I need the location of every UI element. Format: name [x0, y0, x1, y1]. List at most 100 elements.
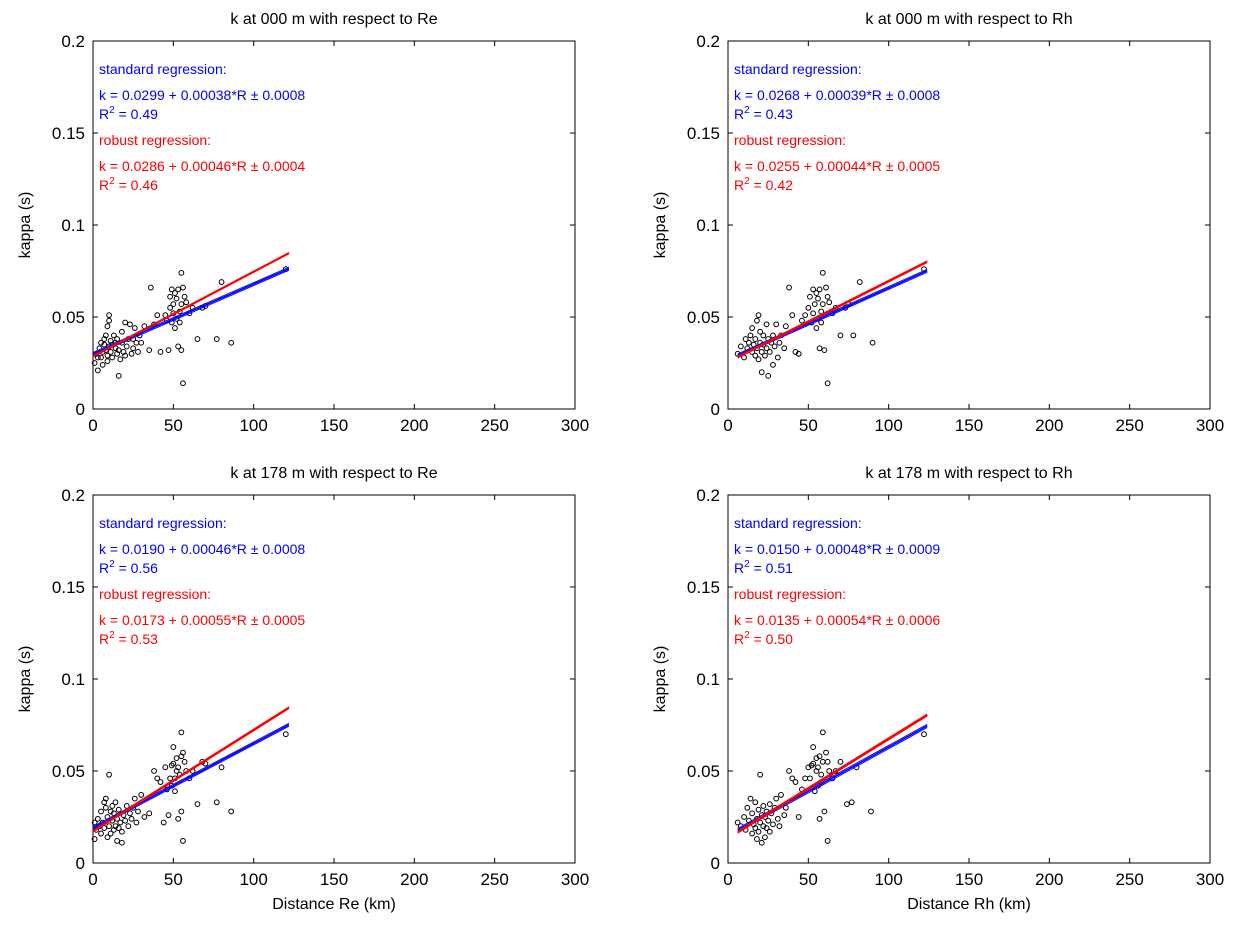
data-point	[807, 775, 813, 782]
data-point	[173, 755, 180, 762]
standard-r-squared: R2 = 0.51	[734, 559, 793, 576]
robust-regression-label: robust regression:	[734, 132, 846, 148]
data-point	[760, 332, 767, 339]
standard-regression-label: standard regression:	[734, 515, 862, 531]
data-point	[173, 295, 180, 302]
data-point	[91, 360, 98, 366]
x-tick-label: 250	[480, 416, 508, 435]
data-point	[755, 356, 762, 363]
x-tick-label: 150	[320, 870, 348, 889]
data-point	[843, 801, 850, 808]
data-point	[218, 764, 225, 771]
x-tick-label: 0	[723, 416, 732, 435]
robust-fit-line	[737, 715, 928, 834]
data-point	[138, 792, 145, 798]
x-tick-label: 100	[239, 870, 267, 889]
standard-fit-line	[737, 268, 928, 355]
data-point	[114, 838, 120, 844]
y-tick-label: 0.05	[687, 762, 720, 781]
panel-2: k at 000 m with respect to Rh kappa (s) 0 5…	[652, 11, 1224, 435]
data-point	[819, 269, 826, 276]
data-point	[815, 764, 821, 771]
data-point	[119, 828, 125, 835]
data-point	[766, 349, 773, 355]
data-point	[94, 367, 101, 374]
data-point	[754, 836, 760, 842]
data-point	[762, 352, 768, 359]
data-point	[127, 321, 133, 328]
data-point	[91, 819, 98, 826]
data-point	[868, 808, 874, 815]
data-point	[774, 815, 781, 822]
data-point	[135, 808, 141, 815]
x-tick-label: 250	[480, 870, 508, 889]
data-point	[119, 839, 125, 846]
data-point	[766, 828, 773, 835]
data-point	[856, 279, 863, 285]
data-point	[107, 349, 114, 355]
data-point	[781, 812, 788, 819]
data-point	[819, 729, 826, 736]
data-point	[752, 825, 759, 831]
x-tick-label: 50	[799, 870, 818, 889]
data-point	[98, 354, 104, 361]
data-point	[157, 349, 164, 355]
data-point	[802, 312, 809, 319]
plot-area	[727, 40, 1211, 410]
data-point	[826, 299, 833, 306]
panel-3: k at 178 m with respect to Re kappa (s) Di…	[17, 465, 589, 913]
data-point	[98, 830, 104, 837]
data-point	[106, 771, 112, 778]
data-point	[176, 319, 183, 326]
data-point	[165, 347, 172, 354]
standard-r-squared: R2 = 0.49	[99, 105, 158, 122]
standard-fit-line	[92, 269, 290, 356]
standard-r-squared: R2 = 0.56	[99, 559, 158, 576]
data-point	[131, 325, 138, 331]
data-point	[180, 749, 186, 756]
data-point	[818, 771, 825, 778]
data-point	[749, 325, 755, 331]
data-point	[178, 347, 185, 354]
data-point	[789, 775, 796, 782]
plot-area	[727, 494, 1211, 864]
data-point	[824, 380, 831, 387]
panel-1: k at 000 m with respect to Re kappa (s) 0 5…	[17, 11, 589, 435]
data-point	[162, 764, 169, 771]
data-point	[773, 321, 780, 328]
data-point	[99, 361, 106, 368]
data-point	[180, 284, 186, 291]
x-axis-label: Distance Re (km)	[272, 896, 396, 913]
data-point	[850, 332, 857, 339]
data-point	[776, 339, 783, 346]
data-point	[178, 729, 185, 736]
data-point	[771, 343, 778, 350]
data-point	[749, 830, 755, 837]
data-point	[811, 788, 818, 795]
data-point	[106, 312, 112, 319]
data-point	[745, 339, 752, 346]
data-point	[776, 823, 783, 830]
data-point	[811, 301, 818, 308]
standard-regression-label: standard regression:	[99, 515, 227, 531]
data-point	[104, 834, 111, 841]
data-point	[157, 779, 164, 785]
data-point	[805, 304, 812, 311]
data-point	[921, 731, 927, 738]
y-tick-label: 0.2	[696, 32, 720, 51]
data-point	[758, 349, 765, 355]
data-point	[106, 823, 112, 830]
data-point	[749, 810, 755, 817]
y-tick-label: 0.2	[61, 32, 85, 51]
data-point	[747, 795, 754, 802]
x-tick-label: 0	[88, 870, 97, 889]
y-tick-label: 0.2	[61, 486, 85, 505]
data-point	[799, 317, 805, 324]
data-point	[115, 372, 122, 379]
data-point	[765, 372, 772, 379]
data-point	[807, 293, 813, 300]
x-tick-label: 150	[955, 870, 983, 889]
x-tick-label: 300	[561, 870, 589, 889]
plot-area	[92, 40, 576, 410]
